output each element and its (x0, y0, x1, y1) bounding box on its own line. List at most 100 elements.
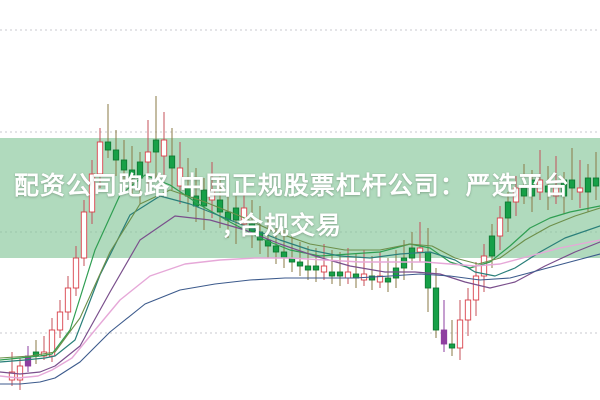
candle-body (336, 271, 344, 277)
candle-body (8, 371, 16, 381)
candle (264, 216, 272, 258)
candle-body (200, 189, 208, 207)
candle-body (160, 139, 168, 157)
candle (96, 128, 104, 188)
candle-body (176, 167, 184, 187)
candle-body (376, 275, 384, 283)
candle (568, 148, 576, 200)
candle-body (440, 329, 448, 345)
candle (432, 268, 440, 338)
candle (160, 112, 168, 176)
candle (576, 160, 584, 208)
candle-body (504, 201, 512, 219)
candle-body (240, 207, 248, 225)
candle-body (112, 149, 120, 161)
candlestick-series (8, 96, 600, 390)
candle (464, 288, 472, 336)
candle (512, 176, 520, 216)
candle-body (184, 185, 192, 197)
candle-body (512, 187, 520, 203)
candle (400, 240, 408, 280)
candle-body (152, 139, 160, 153)
candle (64, 276, 72, 320)
candle-body (16, 365, 24, 381)
candle (200, 178, 208, 230)
candle (456, 300, 464, 360)
candle-body (104, 141, 112, 151)
candle-body (264, 239, 272, 247)
candle (520, 164, 528, 204)
candle (584, 164, 592, 212)
candle (392, 250, 400, 288)
candle (120, 140, 128, 186)
candle-body (128, 169, 136, 179)
candle-body (584, 177, 592, 193)
candle-body (344, 271, 352, 279)
candle-body (312, 265, 320, 271)
candle-body (88, 173, 96, 213)
candle-body (96, 141, 104, 175)
candle-body (472, 275, 480, 301)
ma-line-MA-mid-teal (0, 195, 600, 363)
candle-body (432, 287, 440, 331)
candle-body (456, 319, 464, 349)
candle-body (592, 177, 600, 187)
candle (88, 160, 96, 224)
candle (384, 258, 392, 292)
candle-body (424, 251, 432, 289)
candle-body (560, 179, 568, 197)
candle-body (304, 265, 312, 271)
candle (552, 156, 560, 204)
candle (504, 192, 512, 232)
candle-body (384, 277, 392, 283)
candle (528, 170, 536, 212)
candle (104, 104, 112, 158)
candle (472, 262, 480, 316)
candle (496, 206, 504, 250)
candle (592, 152, 600, 200)
candle-body (400, 257, 408, 269)
candle-body (464, 299, 472, 321)
candle (216, 176, 224, 228)
candle (80, 200, 88, 266)
candle (440, 300, 448, 352)
candle-body (392, 267, 400, 279)
candle-body (576, 187, 584, 193)
candle-body (488, 235, 496, 257)
ma-line-MA-long-purple (0, 215, 600, 375)
candle (168, 128, 176, 190)
candle (112, 130, 120, 176)
candle-body (64, 287, 72, 313)
candle-body (280, 251, 288, 259)
candle-body (552, 185, 560, 197)
candle-body (296, 261, 304, 267)
candle-body (144, 151, 152, 163)
candle-body (320, 265, 328, 273)
candle-body (536, 179, 544, 193)
candle-body (368, 275, 376, 281)
candle (128, 146, 136, 196)
candle (152, 96, 160, 178)
candle (208, 162, 216, 218)
candle (144, 120, 152, 190)
candle-body (136, 161, 144, 179)
candle-body (168, 155, 176, 169)
candle (56, 300, 64, 338)
ma-line-MA-pink (0, 239, 600, 379)
candle (336, 252, 344, 286)
ma-line-MA-olive (0, 189, 600, 359)
candle-body (80, 211, 88, 259)
candle (448, 320, 456, 356)
candle (136, 152, 144, 204)
candle-body (328, 271, 336, 277)
candle (224, 186, 232, 238)
candle (560, 172, 568, 214)
candle-body (528, 179, 536, 197)
moving-average-lines (0, 174, 600, 385)
candle-body (416, 247, 424, 253)
candle (320, 244, 328, 280)
candle (416, 222, 424, 262)
candle (536, 150, 544, 200)
